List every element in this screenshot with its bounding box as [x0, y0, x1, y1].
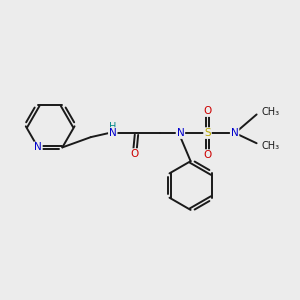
- Text: N: N: [177, 128, 184, 138]
- Text: O: O: [130, 149, 139, 159]
- Text: CH₃: CH₃: [262, 141, 280, 151]
- Text: S: S: [204, 128, 211, 138]
- Text: O: O: [203, 106, 212, 116]
- Text: N: N: [109, 128, 117, 138]
- Text: N: N: [231, 128, 239, 138]
- Text: CH₃: CH₃: [262, 107, 280, 117]
- Text: O: O: [203, 150, 212, 160]
- Text: N: N: [34, 142, 42, 152]
- Text: H: H: [109, 122, 116, 132]
